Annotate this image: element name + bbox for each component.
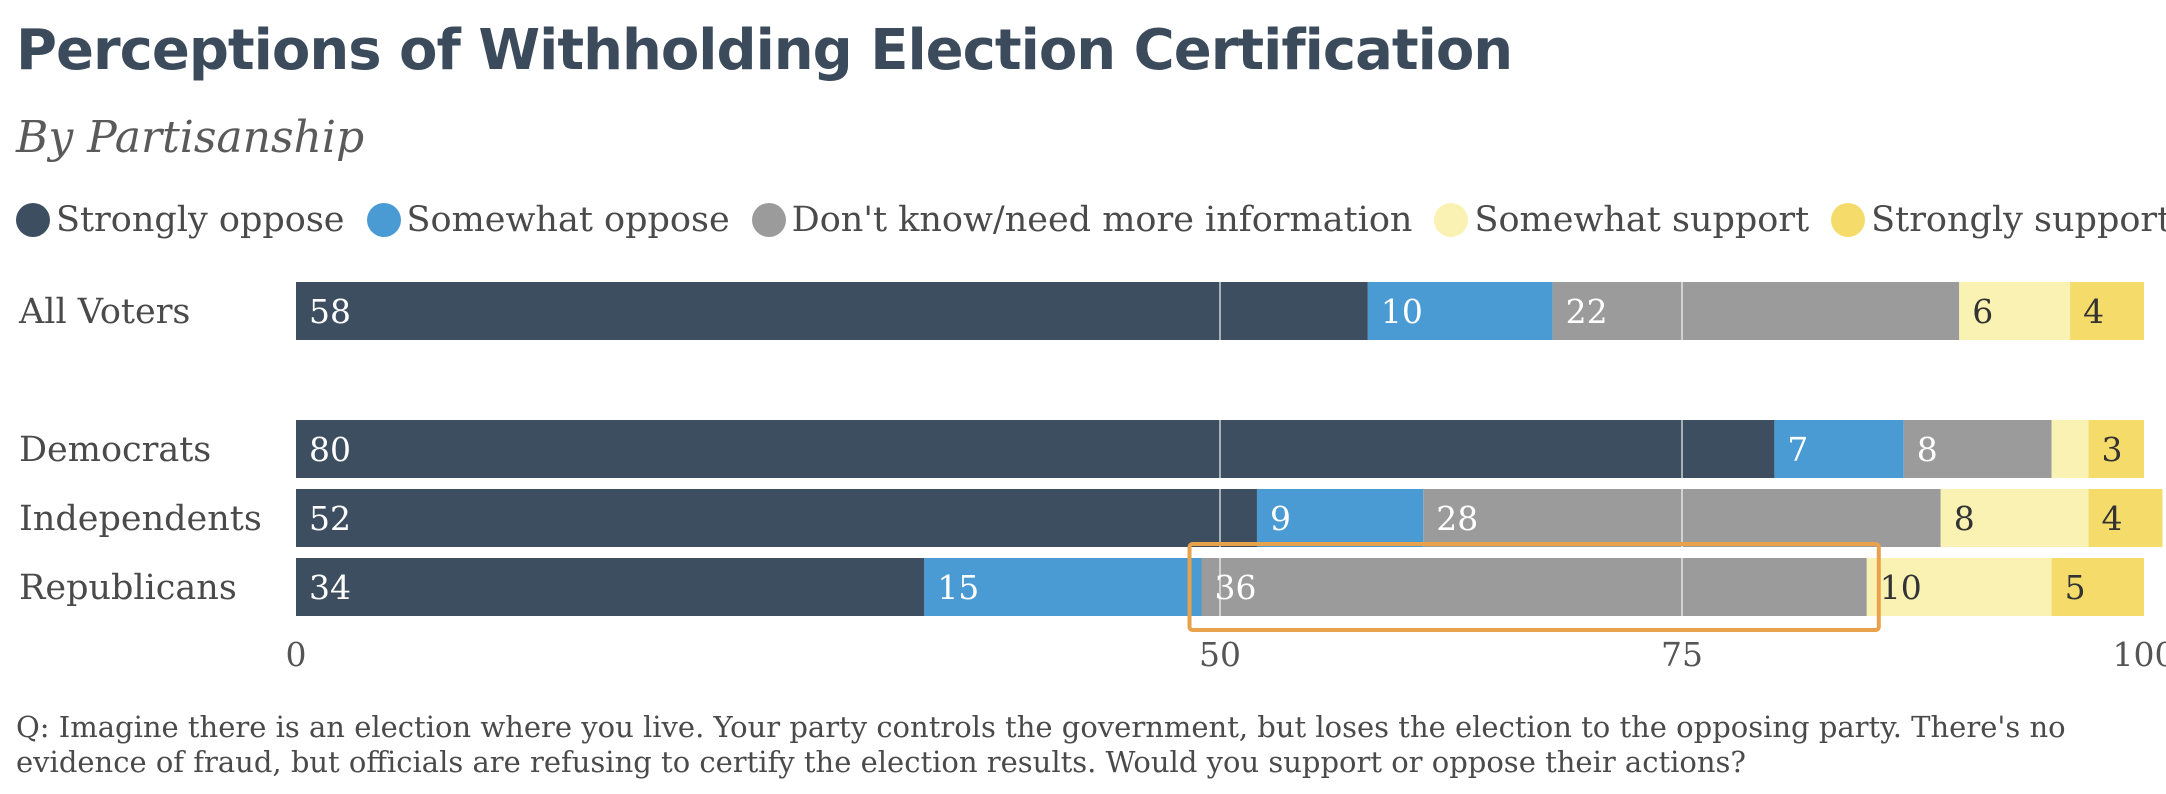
category-label: Independents (19, 499, 262, 539)
chart-title: Perceptions of Withholding Election Cert… (16, 18, 1513, 83)
bar-segment (2088, 489, 2163, 547)
chart-subtitle: By Partisanship (16, 112, 365, 163)
data-label: 58 (309, 292, 351, 331)
bar-segment (1256, 489, 1424, 547)
data-label: 80 (309, 430, 351, 469)
data-label: 28 (1436, 499, 1478, 538)
x-tick-label: 0 (286, 635, 307, 674)
legend-item: Somewhat support (1434, 200, 1809, 240)
bar-segment (296, 558, 925, 616)
bar-segment (2088, 420, 2144, 478)
data-label: 8 (1954, 499, 1975, 538)
legend-label: Somewhat oppose (406, 200, 730, 240)
data-label: 52 (309, 499, 351, 538)
data-label: 6 (1972, 292, 1993, 331)
bar-segment (1774, 420, 1904, 478)
question-footnote: Q: Imagine there is an election where yo… (16, 710, 2066, 779)
bar-segment (296, 420, 1775, 478)
bar-segment (1940, 489, 2089, 547)
legend-swatch (1831, 203, 1866, 237)
x-tick-label: 50 (1199, 635, 1241, 674)
legend-swatch (366, 203, 401, 237)
x-tick-label: 100 (2113, 635, 2166, 674)
legend-item: Strongly support (1831, 200, 2166, 240)
data-label: 4 (2102, 499, 2123, 538)
data-label: 5 (2065, 568, 2086, 607)
legend-swatch (1434, 203, 1469, 237)
highlight-box (1187, 542, 1881, 632)
data-label: 9 (1270, 499, 1291, 538)
bar-segment (924, 558, 1202, 616)
bar-segment (296, 489, 1257, 547)
x-tick-label: 75 (1661, 635, 1703, 674)
legend-item: Don't know/need more information (751, 200, 1413, 240)
data-label: 36 (1215, 568, 1257, 607)
data-label: 3 (2102, 430, 2123, 469)
bar-segment (2051, 420, 2089, 478)
category-label: All Voters (18, 292, 190, 332)
legend-label: Strongly support (1871, 200, 2166, 240)
bar-segment (1959, 282, 2071, 340)
data-label: 10 (1880, 568, 1922, 607)
data-label: 15 (937, 568, 979, 607)
legend-item: Strongly oppose (16, 200, 345, 240)
bar-segment (1903, 420, 2052, 478)
bar-segment (1866, 558, 2052, 616)
data-label: 4 (2083, 292, 2104, 331)
legend-item: Somewhat oppose (366, 200, 730, 240)
bar-segment (1367, 282, 1553, 340)
legend-swatch (16, 203, 50, 237)
legend-swatch (751, 203, 786, 237)
data-label: 10 (1381, 292, 1423, 331)
bar-segment (2051, 558, 2144, 616)
data-label: 34 (309, 568, 351, 607)
bar-segment (296, 282, 1368, 340)
data-label: 8 (1917, 430, 1938, 469)
bar-segment (1552, 282, 1960, 340)
data-label: 7 (1787, 430, 1808, 469)
bar-segment (2070, 282, 2144, 340)
legend: Strongly oppose Somewhat oppose Don't know… (16, 200, 2166, 240)
legend-label: Strongly oppose (56, 200, 345, 240)
legend-label: Don't know/need more information (791, 200, 1413, 240)
legend-label: Somewhat support (1474, 200, 1810, 240)
bar-segment (1201, 558, 1867, 616)
category-label: Democrats (19, 430, 211, 470)
category-label: Republicans (19, 568, 237, 608)
data-label: 22 (1566, 292, 1608, 331)
